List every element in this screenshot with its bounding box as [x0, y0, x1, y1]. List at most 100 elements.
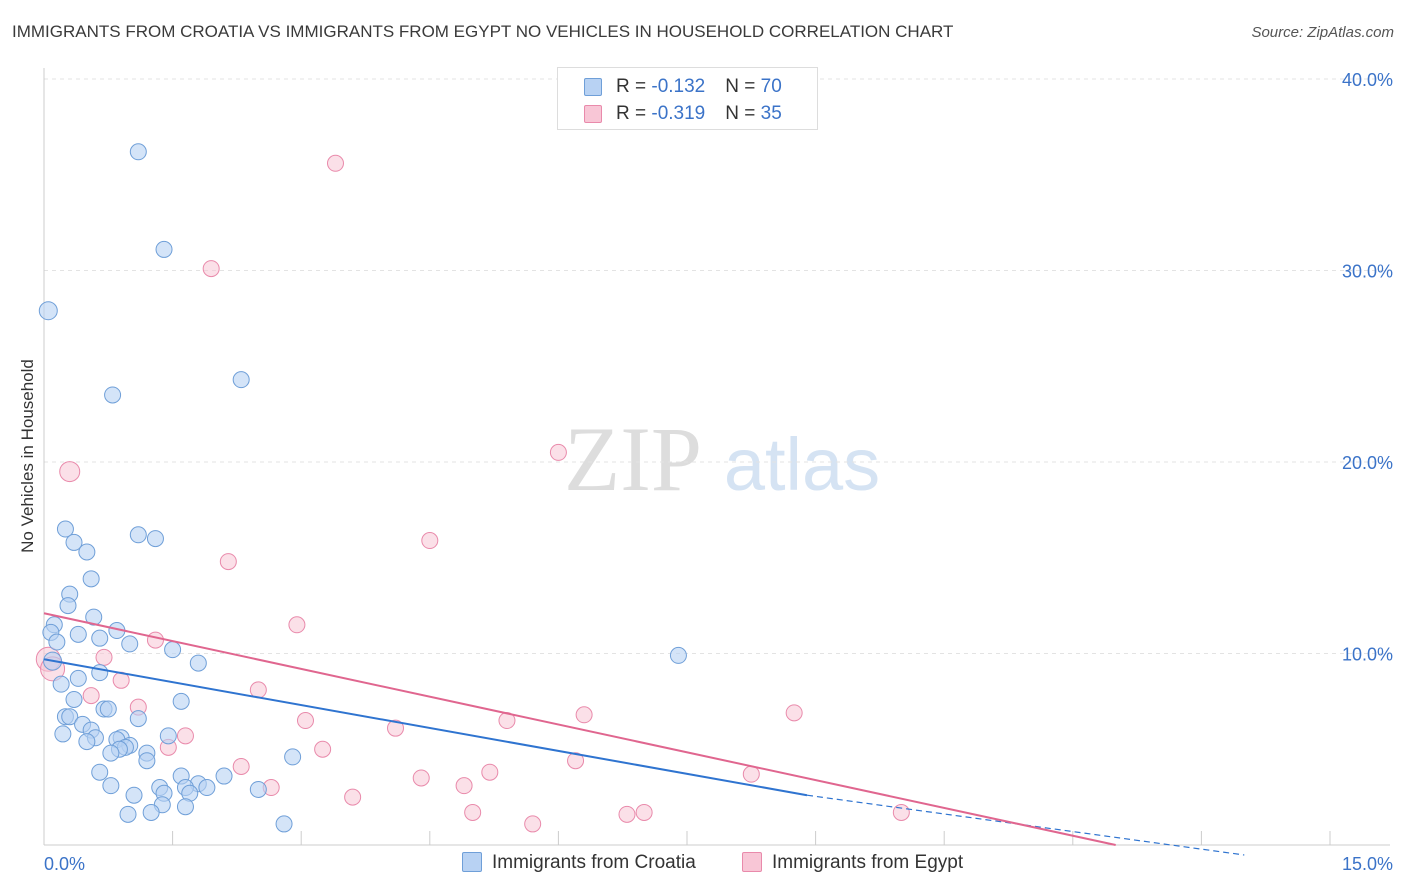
- croatia-point: [69, 625, 87, 643]
- x-tick-label: 15.0%: [1342, 854, 1393, 874]
- legend-r-label: R =: [616, 76, 652, 97]
- croatia-point: [85, 608, 103, 626]
- bottom-legend-egypt[interactable]: Immigrants from Egypt: [742, 852, 963, 874]
- correlation-legend: R = -0.132 N = 70 R = -0.319 N = 35: [557, 67, 818, 130]
- croatia-point: [189, 654, 207, 672]
- y-tick-label: 30.0%: [1342, 262, 1393, 282]
- croatia-point: [61, 708, 79, 726]
- egypt-point: [481, 763, 499, 781]
- legend-swatch-egypt: [584, 105, 602, 123]
- croatia-point: [78, 543, 96, 561]
- croatia-point: [52, 675, 70, 693]
- egypt-point: [82, 687, 100, 705]
- croatia-point: [138, 752, 156, 770]
- bottom-legend-label-egypt: Immigrants from Egypt: [772, 852, 964, 873]
- egypt-point: [412, 769, 430, 787]
- egypt-point: [575, 706, 593, 724]
- croatia-point: [48, 633, 66, 651]
- egypt-point: [549, 443, 567, 461]
- croatia-point: [172, 692, 190, 710]
- croatia-point: [146, 530, 164, 548]
- croatia-point: [99, 700, 117, 718]
- y-tick-label: 10.0%: [1342, 645, 1393, 665]
- egypt-point: [464, 803, 482, 821]
- chart-title: IMMIGRANTS FROM CROATIA VS IMMIGRANTS FR…: [12, 22, 954, 41]
- croatia-point: [129, 710, 147, 728]
- egypt-point: [176, 727, 194, 745]
- croatia-point: [38, 301, 58, 321]
- egypt-point: [455, 777, 473, 795]
- y-tick-label: 20.0%: [1342, 453, 1393, 473]
- egypt-point: [314, 740, 332, 758]
- bottom-legend-swatch-croatia: [462, 852, 482, 872]
- egypt-point: [567, 752, 585, 770]
- croatia-point: [159, 727, 177, 745]
- croatia-point: [129, 526, 147, 544]
- legend-r-label: R =: [616, 103, 652, 124]
- croatia-point: [121, 635, 139, 653]
- egypt-point: [387, 719, 405, 737]
- egypt-point: [219, 553, 237, 571]
- legend-n-label: N =: [725, 76, 761, 97]
- croatia-point: [142, 803, 160, 821]
- legend-r-value: -0.319: [651, 103, 706, 124]
- croatia-point: [91, 763, 109, 781]
- trend-lines: [43, 612, 1245, 856]
- legend-swatch-croatia: [584, 78, 602, 96]
- x-tick-label: 0.0%: [44, 854, 85, 874]
- egypt-point: [892, 803, 910, 821]
- croatia-point: [78, 733, 96, 751]
- croatia-point: [164, 641, 182, 659]
- croatia-point: [59, 597, 77, 615]
- croatia-point: [129, 143, 147, 161]
- egypt-point: [635, 803, 653, 821]
- egypt-point: [288, 616, 306, 634]
- croatia-point: [102, 777, 120, 795]
- egypt-trend-line: [43, 612, 1116, 846]
- legend-n-label: N =: [725, 103, 761, 124]
- egypt-point: [95, 648, 113, 666]
- legend-n-value: 70: [760, 76, 782, 97]
- croatia-point: [102, 744, 120, 762]
- egypt-point: [742, 765, 760, 783]
- grid-lines: [44, 78, 1390, 654]
- croatia-point: [104, 386, 122, 404]
- axes: [43, 68, 1390, 846]
- watermark-zip: ZIP: [564, 408, 702, 510]
- egypt-point: [785, 704, 803, 722]
- croatia-point: [65, 690, 83, 708]
- egypt-point: [524, 815, 542, 833]
- source-label: Source: ZipAtlas.com: [1251, 24, 1394, 41]
- legend-n-value: 35: [760, 103, 782, 124]
- croatia-point: [82, 570, 100, 588]
- croatia-point: [232, 371, 250, 389]
- egypt-point: [202, 260, 220, 278]
- croatia-point: [249, 780, 267, 798]
- bottom-legend-label-croatia: Immigrants from Croatia: [492, 852, 696, 873]
- egypt-point: [59, 461, 81, 483]
- legend-r-value: -0.132: [651, 76, 706, 97]
- egypt-point: [296, 712, 314, 730]
- croatia-point: [284, 748, 302, 766]
- egypt-point: [232, 757, 250, 775]
- y-tick-label: 40.0%: [1342, 70, 1393, 90]
- croatia-point: [56, 520, 74, 538]
- egypt-point: [146, 631, 164, 649]
- croatia-point: [125, 786, 143, 804]
- croatia-point: [54, 725, 72, 743]
- croatia-point: [215, 767, 233, 785]
- croatia-point: [176, 798, 194, 816]
- bottom-legend-croatia[interactable]: Immigrants from Croatia: [462, 852, 696, 874]
- croatia-point: [198, 779, 216, 797]
- croatia-point: [91, 629, 109, 647]
- watermark-atlas: atlas: [724, 423, 880, 506]
- croatia-trend-line: [43, 658, 808, 797]
- tick-labels: 10.0% 20.0% 30.0% 40.0% 0.0% 15.0%: [44, 70, 1393, 874]
- croatia-point: [65, 533, 83, 551]
- egypt-point: [421, 532, 439, 550]
- egypt-point: [618, 805, 636, 823]
- egypt-point: [326, 154, 344, 172]
- legend-text-croatia: R = -0.132 N = 70: [616, 76, 782, 98]
- croatia-point: [69, 669, 87, 687]
